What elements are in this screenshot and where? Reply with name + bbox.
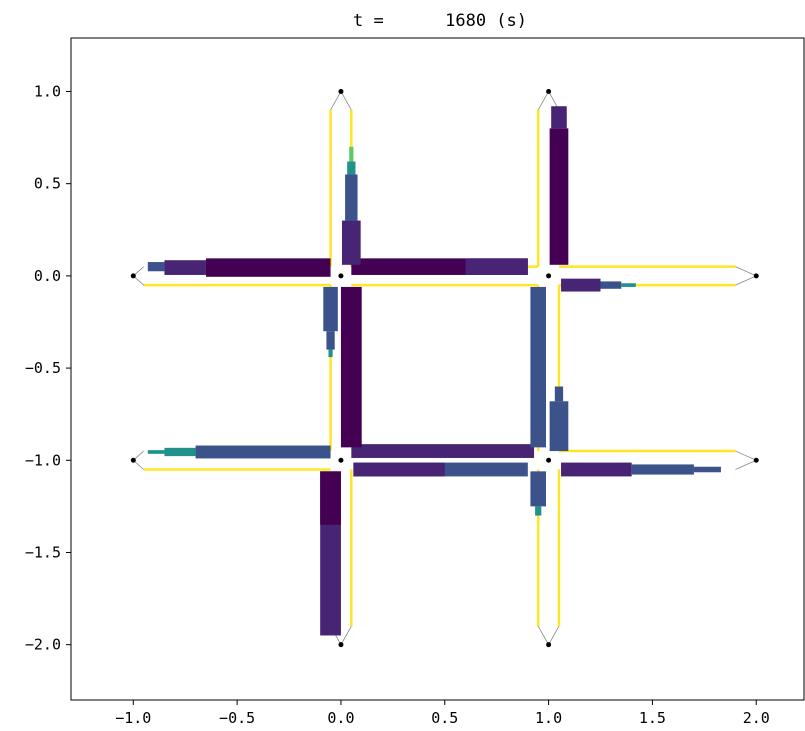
x-tick-label-0: −1.0 <box>115 709 151 727</box>
node-6 <box>130 457 136 463</box>
node-1 <box>546 88 552 94</box>
queue-v-5 <box>551 106 567 129</box>
node-2 <box>130 273 136 279</box>
queue-v-16 <box>535 506 542 516</box>
queue-h-4 <box>164 447 196 457</box>
node-9 <box>753 457 759 463</box>
queue-h-13 <box>465 258 528 275</box>
y-tick-label-3: −0.5 <box>25 359 61 377</box>
node-5 <box>753 273 759 279</box>
queue-h-9 <box>561 462 632 477</box>
queue-v-2 <box>347 161 356 175</box>
x-tick-label-3: 0.5 <box>431 709 458 727</box>
queue-h-14 <box>561 278 601 292</box>
queue-h-8 <box>351 444 535 458</box>
x-tick-label-1: −0.5 <box>219 709 255 727</box>
node-8 <box>546 457 552 463</box>
queue-v-1 <box>345 174 358 221</box>
queue-v-7 <box>326 331 335 350</box>
y-tick-label-0: 1.0 <box>34 82 61 100</box>
empty-lanes <box>143 109 736 627</box>
y-tick-label-6: −2.0 <box>25 636 61 654</box>
road-outlines <box>132 90 758 646</box>
queue-v-6 <box>323 286 338 332</box>
x-tick-label-4: 1.0 <box>535 709 562 727</box>
queue-v-3 <box>349 146 354 162</box>
queue-h-16 <box>621 283 636 287</box>
y-tick-label-4: −1.0 <box>25 451 61 469</box>
queue-v-12 <box>554 386 564 402</box>
queue-h-1 <box>164 260 206 275</box>
queue-h-2 <box>205 258 331 277</box>
lane-tip-4 <box>330 90 352 111</box>
queue-v-11 <box>549 401 569 452</box>
x-tick-label-5: 1.5 <box>639 709 666 727</box>
lane-tip-1 <box>735 266 758 286</box>
queue-v-9 <box>340 286 362 448</box>
queue-h-10 <box>631 464 694 475</box>
x-axis-ticks: −1.0 −0.5 0.0 0.5 1.0 1.5 2.0 <box>115 700 770 727</box>
queues <box>147 106 721 636</box>
y-axis-ticks: 1.0 0.5 0.0 −0.5 −1.0 −1.5 −2.0 <box>25 82 71 654</box>
node-3 <box>338 273 344 279</box>
y-tick-label-5: −1.5 <box>25 543 61 561</box>
node-4 <box>546 273 552 279</box>
node-7 <box>338 457 344 463</box>
queue-v-8 <box>328 349 333 358</box>
queue-h-5 <box>195 445 331 459</box>
queue-v-4 <box>549 128 569 265</box>
node-10 <box>338 642 344 648</box>
intersection-nodes <box>130 88 759 648</box>
y-tick-label-1: 0.5 <box>34 175 61 193</box>
chart-title: t = 1680 (s) <box>353 11 527 31</box>
queue-v-0 <box>341 220 361 265</box>
plot-frame <box>70 37 805 701</box>
queue-v-10 <box>530 286 546 448</box>
queue-h-7 <box>353 462 445 477</box>
lane-tip-7 <box>537 626 560 646</box>
x-tick-label-6: 2.0 <box>743 709 770 727</box>
lane-tip-3 <box>735 450 758 470</box>
x-tick-label-2: 0.0 <box>327 709 354 727</box>
queue-h-15 <box>600 281 622 289</box>
queue-h-3 <box>147 450 165 454</box>
node-0 <box>338 88 344 94</box>
queue-v-14 <box>320 471 341 525</box>
queue-h-0 <box>147 262 165 272</box>
node-11 <box>546 642 552 648</box>
queue-h-11 <box>693 466 721 473</box>
y-tick-label-2: 0.0 <box>34 267 61 285</box>
queue-v-15 <box>530 471 546 507</box>
